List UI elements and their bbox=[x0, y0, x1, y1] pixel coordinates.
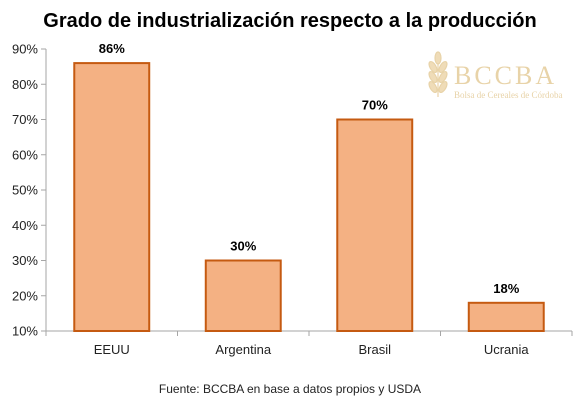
data-label: 30% bbox=[230, 239, 256, 254]
bar-eeuu bbox=[73, 62, 151, 332]
chart-title: Grado de industrialización respecto a la… bbox=[43, 10, 536, 32]
bar-series bbox=[73, 62, 545, 332]
wheat-icon bbox=[428, 51, 448, 97]
y-axis-ticks: 10% 20% 30% 40% 50% 60% 70% 80% 90% bbox=[12, 42, 46, 339]
watermark-name: BCCBA bbox=[454, 61, 557, 90]
bar-brasil bbox=[336, 118, 414, 332]
y-tick-label: 80% bbox=[12, 77, 38, 92]
y-tick-label: 90% bbox=[12, 42, 38, 57]
x-tick-label: Brasil bbox=[358, 342, 391, 357]
bccba-watermark: BCCBA Bolsa de Cereales de Córdoba bbox=[428, 51, 562, 100]
data-labels: 86% 30% 70% 18% bbox=[99, 41, 520, 296]
y-tick-label: 20% bbox=[12, 288, 38, 303]
y-tick-label: 50% bbox=[12, 183, 38, 198]
data-label: 18% bbox=[493, 281, 519, 296]
y-tick-label: 60% bbox=[12, 147, 38, 162]
data-label: 86% bbox=[99, 41, 125, 56]
x-axis-labels: EEUU Argentina Brasil Ucrania bbox=[45, 331, 573, 357]
y-tick-label: 70% bbox=[12, 112, 38, 127]
y-tick-label: 30% bbox=[12, 253, 38, 268]
y-tick-label: 10% bbox=[12, 324, 38, 339]
y-tick-label: 40% bbox=[12, 218, 38, 233]
x-tick-label: Ucrania bbox=[484, 342, 530, 357]
watermark-subtitle: Bolsa de Cereales de Córdoba bbox=[454, 90, 562, 100]
bar-ucrania bbox=[467, 301, 545, 332]
x-tick-label: Argentina bbox=[215, 342, 271, 357]
bar-argentina bbox=[204, 259, 282, 332]
data-label: 70% bbox=[362, 98, 388, 113]
x-tick-label: EEUU bbox=[94, 342, 130, 357]
source-note: Fuente: BCCBA en base a datos propios y … bbox=[159, 382, 421, 396]
